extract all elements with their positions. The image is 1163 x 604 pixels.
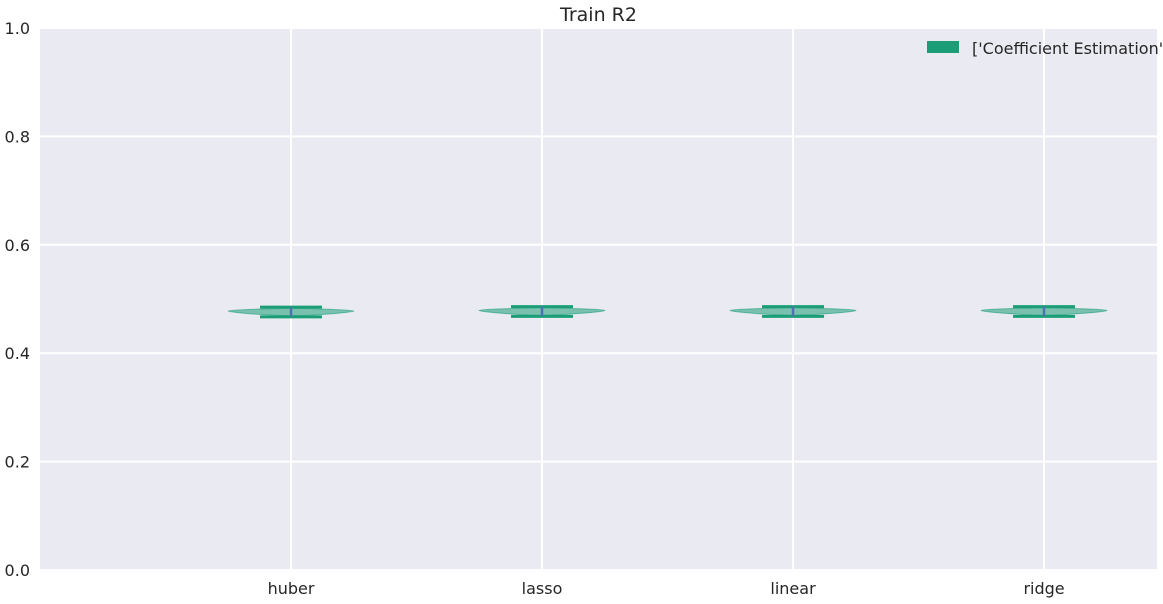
violin-ridge <box>980 305 1108 318</box>
y-tick-label: 0.4 <box>5 344 30 363</box>
grid-lines <box>40 27 1157 571</box>
x-tick-label: linear <box>770 579 816 598</box>
y-tick-label: 1.0 <box>5 19 30 38</box>
legend-swatch <box>927 41 959 53</box>
violins <box>227 305 1108 319</box>
y-tick-label: 0.0 <box>5 561 30 580</box>
legend-label: ['Coefficient Estimation'] <box>972 39 1163 58</box>
plot-area <box>40 28 1157 570</box>
violin-lasso <box>478 305 606 318</box>
y-tick-label: 0.6 <box>5 236 30 255</box>
legend: ['Coefficient Estimation'] <box>927 39 1163 58</box>
x-tick-label: lasso <box>522 579 563 598</box>
x-tick-label: huber <box>268 579 315 598</box>
y-tick-label: 0.8 <box>5 127 30 146</box>
violin-linear <box>729 305 857 318</box>
y-axis-ticks: 0.0 0.2 0.4 0.6 0.8 1.0 <box>5 19 30 580</box>
x-axis-ticks: huber lasso linear ridge <box>268 579 1065 598</box>
violin-huber <box>227 305 355 319</box>
x-tick-label: ridge <box>1023 579 1064 598</box>
y-tick-label: 0.2 <box>5 453 30 472</box>
chart-title: Train R2 <box>559 4 637 26</box>
